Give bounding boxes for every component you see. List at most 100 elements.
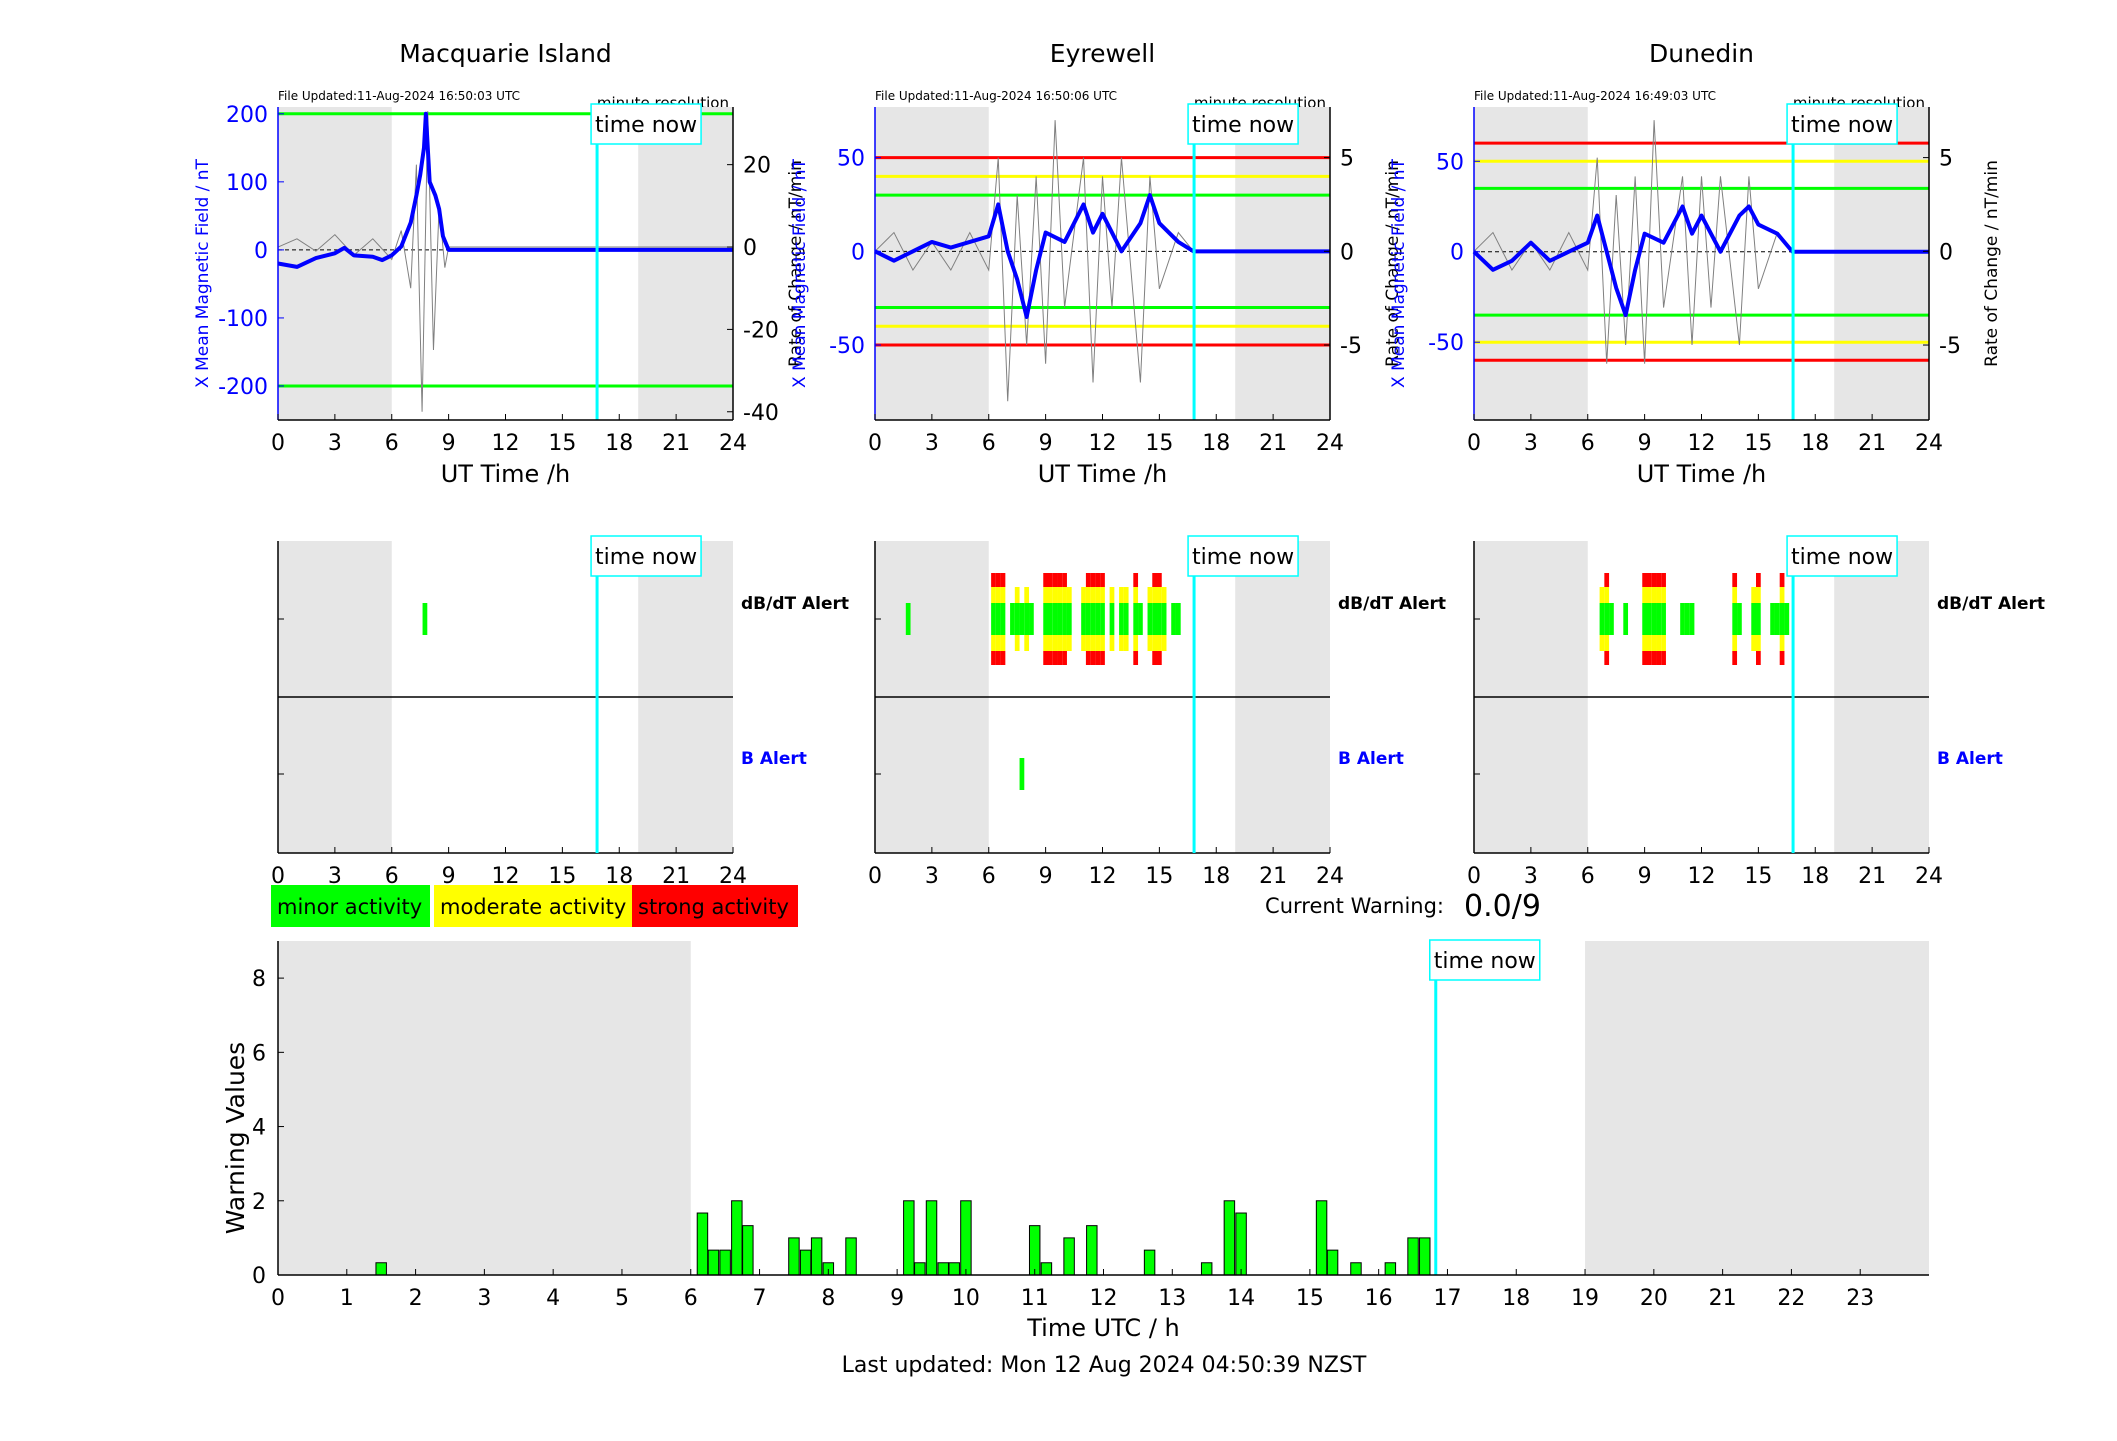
current-warning-label: Current Warning: bbox=[1265, 894, 1444, 918]
night-shade bbox=[1235, 107, 1330, 420]
x-tick-label: 24 bbox=[1316, 431, 1344, 456]
alert-red-cell bbox=[1646, 573, 1652, 587]
warning-bar bbox=[1315, 1200, 1328, 1276]
alert-green-cell bbox=[1066, 603, 1072, 635]
y2-tick-label: 5 bbox=[1340, 147, 1354, 172]
x-tick-label: 6 bbox=[1581, 864, 1595, 889]
alert-yellow-cell bbox=[1090, 635, 1096, 651]
night-shade bbox=[638, 107, 733, 420]
time-now-box bbox=[1187, 535, 1299, 577]
alert-green-cell bbox=[1152, 603, 1158, 635]
alert-red-cell bbox=[1642, 651, 1647, 665]
x-tick-label: 2 bbox=[409, 1286, 423, 1311]
alert-yellow-cell bbox=[1052, 587, 1058, 603]
x-tick-label: 3 bbox=[1524, 431, 1538, 456]
alert-green-cell bbox=[1123, 603, 1129, 635]
time-now-label: time now bbox=[1434, 949, 1536, 974]
time-now-box bbox=[1429, 939, 1541, 981]
alert-yellow-cell bbox=[1599, 587, 1605, 603]
x-tick-label: 10 bbox=[952, 1286, 980, 1311]
alert-green-cell bbox=[995, 603, 1001, 635]
alert-red-cell bbox=[1100, 573, 1105, 587]
y-tick-label: 100 bbox=[226, 171, 268, 196]
warning-bar bbox=[1063, 1237, 1075, 1276]
alert-yellow-cell bbox=[1656, 587, 1662, 603]
x-tick-label: 12 bbox=[1688, 864, 1716, 889]
alert-yellow-cell bbox=[1000, 587, 1006, 603]
alert-yellow-cell bbox=[1599, 635, 1605, 651]
y-tick-label: 200 bbox=[226, 103, 268, 128]
warning-bar bbox=[960, 1200, 972, 1276]
alert-yellow-cell bbox=[995, 635, 1001, 651]
alert-yellow-cell bbox=[1133, 635, 1139, 651]
alert-green-cell bbox=[1138, 603, 1143, 635]
field-series-line bbox=[277, 111, 733, 269]
y2-tick-label: 0 bbox=[743, 236, 757, 261]
time-now-box bbox=[590, 535, 702, 577]
rate-series-line bbox=[874, 120, 1330, 402]
alert-green-cell bbox=[1085, 603, 1091, 635]
x-tick-label: 18 bbox=[1202, 431, 1230, 456]
alert-red-cell bbox=[1047, 573, 1053, 587]
alert-red-cell bbox=[1604, 573, 1610, 587]
x-axis-title: UT Time /h bbox=[1637, 460, 1767, 488]
alert-yellow-cell bbox=[1123, 635, 1129, 651]
alert-green-cell bbox=[1090, 603, 1096, 635]
y2-tick-label: 20 bbox=[743, 154, 771, 179]
warning-bar bbox=[948, 1262, 960, 1276]
alert-yellow-cell bbox=[1081, 635, 1086, 651]
warning-bar bbox=[1235, 1212, 1247, 1276]
alert-green-cell bbox=[1623, 603, 1629, 635]
alert-yellow-cell bbox=[1123, 587, 1129, 603]
alert-red-cell bbox=[1756, 573, 1761, 587]
alert-red-cell bbox=[995, 573, 1001, 587]
alert-green-cell bbox=[1646, 603, 1652, 635]
alert-green-cell bbox=[1599, 603, 1605, 635]
b-alert-label: B Alert bbox=[1338, 749, 1404, 769]
x-tick-label: 9 bbox=[1039, 431, 1053, 456]
alert-yellow-cell bbox=[1604, 635, 1610, 651]
x-tick-label: 3 bbox=[477, 1286, 491, 1311]
alert-green-cell bbox=[1661, 603, 1666, 635]
time-now-box bbox=[1187, 103, 1299, 145]
alert-green-cell bbox=[1000, 603, 1006, 635]
alert-yellow-cell bbox=[1095, 635, 1101, 651]
alert-red-cell bbox=[1095, 573, 1101, 587]
alert-red-cell bbox=[995, 651, 1001, 665]
alert-red-cell bbox=[1604, 651, 1610, 665]
alert-yellow-cell bbox=[1133, 587, 1139, 603]
y-axis-title: X Mean Magnetic Field / nT bbox=[1389, 158, 1409, 388]
legend-swatch bbox=[632, 885, 798, 927]
alert-red-cell bbox=[1651, 573, 1657, 587]
time-now-label: time now bbox=[595, 545, 697, 570]
x-tick-label: 14 bbox=[1227, 1286, 1255, 1311]
alert-chart-3: time now 0 3 6 9 12 15 18 21 24 dB/dT Alert B Alert bbox=[1467, 535, 2045, 889]
time-now-label: time now bbox=[1791, 545, 1893, 570]
x-tick-label: 21 bbox=[662, 864, 690, 889]
alert-green-cell bbox=[1689, 603, 1695, 635]
legend-swatch bbox=[271, 885, 430, 927]
alert-green-cell bbox=[1019, 603, 1025, 635]
alert-yellow-cell bbox=[1651, 587, 1657, 603]
alert-yellow-cell bbox=[1732, 635, 1738, 651]
last-updated-text: Last updated: Mon 12 Aug 2024 04:50:39 N… bbox=[842, 1353, 1367, 1378]
alert-red-cell bbox=[1646, 651, 1652, 665]
alert-yellow-cell bbox=[1732, 587, 1738, 603]
alert-yellow-cell bbox=[1661, 587, 1666, 603]
x-tick-label: 16 bbox=[1365, 1286, 1393, 1311]
y-tick-label: 6 bbox=[252, 1041, 266, 1066]
alert-red-cell bbox=[1062, 573, 1067, 587]
x-tick-label: 6 bbox=[684, 1286, 698, 1311]
alert-yellow-cell bbox=[1062, 587, 1067, 603]
alert-green-cell bbox=[1081, 603, 1086, 635]
alert-yellow-cell bbox=[1756, 587, 1761, 603]
y-axis-title: X Mean Magnetic Field / nT bbox=[790, 158, 810, 388]
y-axis-title: X Mean Magnetic Field / nT bbox=[193, 158, 213, 388]
alert-green-cell bbox=[991, 603, 996, 635]
alert-green-cell bbox=[1057, 603, 1063, 635]
alert-yellow-cell bbox=[1646, 635, 1652, 651]
alert-red-cell bbox=[1057, 651, 1063, 665]
alert-green-cell bbox=[1024, 603, 1030, 635]
alert-red-cell bbox=[1000, 651, 1006, 665]
alert-green-cell bbox=[1651, 603, 1657, 635]
